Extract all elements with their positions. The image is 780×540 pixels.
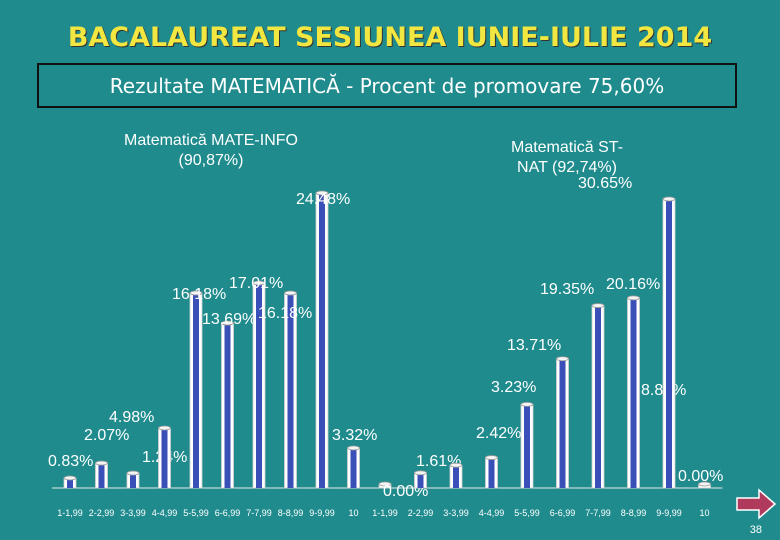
tick-label: 6-6,99 — [550, 508, 576, 518]
data-label: 20.16% — [606, 276, 660, 293]
bar-shade — [453, 467, 459, 488]
tick-label: 6-6,99 — [215, 508, 241, 518]
bar-shade — [488, 459, 495, 488]
slide-subtitle: Rezultate MATEMATICĂ - Procent de promov… — [109, 74, 665, 98]
data-label: 3.32% — [332, 427, 377, 444]
bar-cap — [556, 356, 569, 362]
bar-shade — [417, 474, 424, 488]
tick-label: 9-9,99 — [656, 508, 682, 518]
bar-cap — [698, 481, 711, 487]
bar-shade — [350, 449, 357, 488]
bar-shade — [161, 429, 168, 488]
bar-shade — [287, 295, 294, 488]
bar-shade — [224, 325, 231, 488]
data-label: 4.98% — [109, 409, 154, 426]
tick-label: 1-1,99 — [57, 508, 83, 518]
data-label: 30.65% — [578, 175, 632, 192]
bar-cap — [158, 425, 171, 431]
bar-shade — [67, 479, 73, 488]
bar-cap — [284, 290, 297, 296]
slide-title: BACALAUREAT SESIUNEA IUNIE-IULIE 2014 — [67, 22, 713, 53]
bar-cap — [189, 290, 203, 296]
chart-title: (90,87%) — [179, 152, 244, 169]
bar-cap — [662, 196, 676, 202]
data-label: 3.23% — [491, 379, 536, 396]
tick-label: 5-5,99 — [183, 508, 209, 518]
chart-title: Matematică ST- — [511, 139, 623, 156]
bar-cap — [347, 445, 360, 451]
tick-label: 8-8,99 — [621, 508, 647, 518]
tick-label: 7-7,99 — [585, 508, 611, 518]
data-label: 0.83% — [48, 453, 93, 470]
bar-cap — [126, 470, 140, 476]
bar-cap — [378, 481, 392, 487]
bar-shade — [130, 475, 136, 488]
subtitle-box: Rezultate MATEMATICĂ - Procent de promov… — [37, 63, 737, 108]
bar-cap — [591, 303, 605, 308]
data-label: 19.35% — [540, 281, 594, 298]
tick-label: 4-4,99 — [479, 508, 505, 518]
page-number: 38 — [749, 524, 762, 536]
tick-label: 9-9,99 — [309, 508, 335, 518]
tick-label: 2-2,99 — [89, 508, 115, 518]
bar-shade — [595, 307, 601, 488]
tick-label: 8-8,99 — [278, 508, 304, 518]
bar-shade — [193, 295, 199, 488]
tick-label: 7-7,99 — [246, 508, 272, 518]
bar-shade — [630, 299, 637, 488]
bar-cap — [485, 455, 498, 460]
data-label: 0.00% — [678, 468, 723, 485]
data-label: 13.71% — [507, 337, 561, 354]
bar-cap — [252, 280, 266, 286]
tick-label: 3-3,99 — [120, 508, 146, 518]
tick-label: 3-3,99 — [443, 508, 469, 518]
data-label: 16.18% — [172, 286, 226, 303]
chart-title: NAT (92,74%) — [517, 159, 617, 176]
data-label: 13.69% — [202, 311, 256, 328]
bar-shade — [559, 360, 566, 488]
bar-cap — [63, 475, 77, 481]
data-label: 24.48% — [296, 191, 350, 208]
data-label: 2.07% — [84, 427, 129, 444]
data-label: 16.18% — [258, 305, 312, 322]
bar-shade — [666, 201, 672, 488]
data-label: 17.01% — [229, 275, 283, 292]
tick-label: 2-2,99 — [408, 508, 434, 518]
bar-cap — [627, 295, 640, 301]
bar-shade — [524, 406, 530, 488]
bar-cap — [315, 190, 329, 196]
bar-cap — [95, 460, 108, 466]
tick-label: 1-1,99 — [372, 508, 398, 518]
bar-shade — [319, 195, 325, 488]
bar-shade — [98, 465, 105, 488]
bar-cap — [449, 462, 463, 468]
bar-cap — [414, 470, 427, 476]
tick-label: 4-4,99 — [152, 508, 178, 518]
data-label: 2.42% — [476, 425, 521, 442]
bar-cap — [221, 320, 234, 326]
tick-label: 10 — [699, 508, 709, 518]
chart-title: Matematică MATE-INFO — [124, 132, 298, 149]
tick-label: 10 — [348, 508, 358, 518]
tick-label: 5-5,99 — [514, 508, 540, 518]
right-arrow-icon[interactable] — [735, 488, 777, 520]
bar-cap — [520, 401, 534, 407]
bar-shade — [256, 285, 262, 488]
